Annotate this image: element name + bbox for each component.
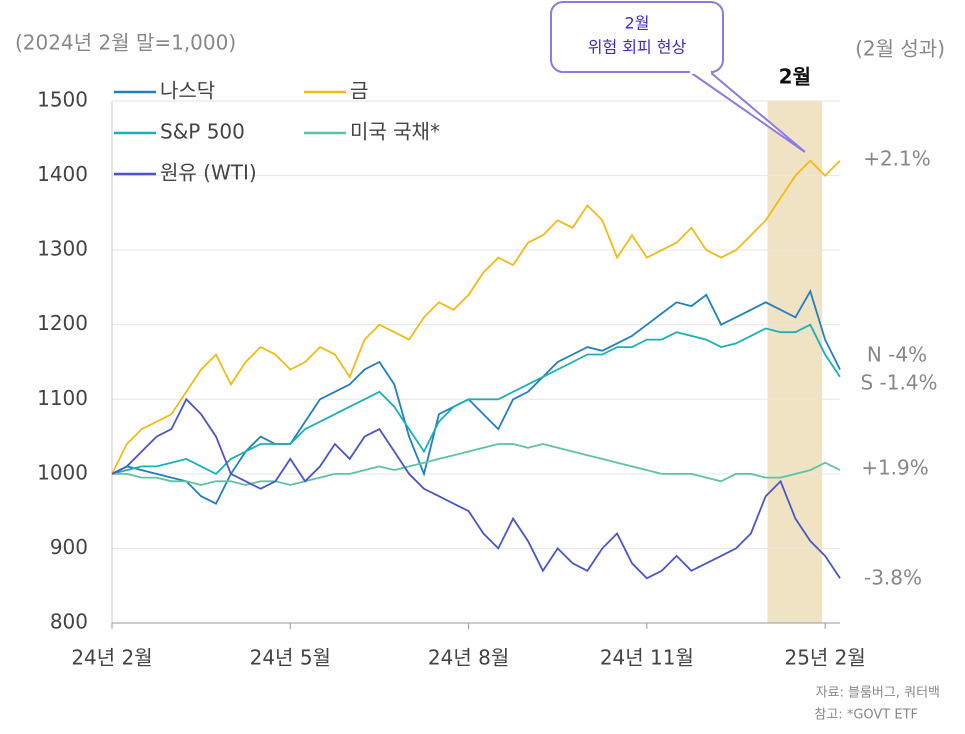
y-tick-label: 1300	[37, 237, 88, 261]
end-label: -3.8%	[864, 566, 922, 590]
x-tick-label: 24년 11월	[600, 646, 694, 670]
series-line	[111, 397, 841, 580]
y-tick-label: 1400	[37, 162, 88, 186]
end-label: +2.1%	[863, 147, 931, 171]
annotation-join	[690, 68, 711, 74]
y-tick-label: 1000	[37, 460, 88, 484]
y-tick-label: 1100	[37, 386, 88, 410]
x-tick-label: 24년 2월	[71, 646, 152, 670]
series-line	[111, 159, 841, 475]
series-line	[111, 288, 841, 505]
series-line	[111, 323, 841, 475]
end-label: S -1.4%	[860, 371, 937, 395]
x-tick-label: 24년 8월	[428, 646, 509, 670]
legend-label: 원유 (WTI)	[160, 161, 257, 185]
source: 자료: 블룸버그, 쿼터백	[816, 686, 940, 701]
annotation-arrow	[689, 71, 806, 153]
end-label: +1.9%	[861, 456, 929, 480]
highlight-band	[767, 101, 823, 623]
legend-label: 나스닥	[160, 79, 215, 103]
annotation-box	[550, 1, 724, 73]
series-line	[112, 443, 841, 486]
y-tick-label: 1200	[37, 311, 88, 335]
y-tick-label: 1500	[37, 88, 88, 112]
y-tick-label: 900	[50, 535, 88, 559]
end-label: N -4%	[867, 343, 927, 367]
source: 참고: *GOVT ETF	[814, 708, 918, 723]
y-tick-label: 800	[50, 610, 88, 634]
y-unit-label: (2024년 2월 말=1,000)	[15, 31, 236, 55]
annotation-text: 2월	[625, 14, 650, 33]
legend-label: 미국 국채*	[350, 120, 440, 144]
x-tick-label: 24년 5월	[250, 646, 331, 670]
right-header: (2월 성과)	[855, 37, 945, 61]
legend-label: 금	[350, 79, 368, 103]
x-tick-label: 25년 2월	[784, 646, 865, 670]
annotation-text: 위험 회피 현상	[588, 38, 687, 57]
annotation: 2월 위험 회피 현상	[550, 1, 806, 153]
legend-label: S&P 500	[160, 120, 245, 144]
highlight-label: 2월	[779, 65, 811, 89]
